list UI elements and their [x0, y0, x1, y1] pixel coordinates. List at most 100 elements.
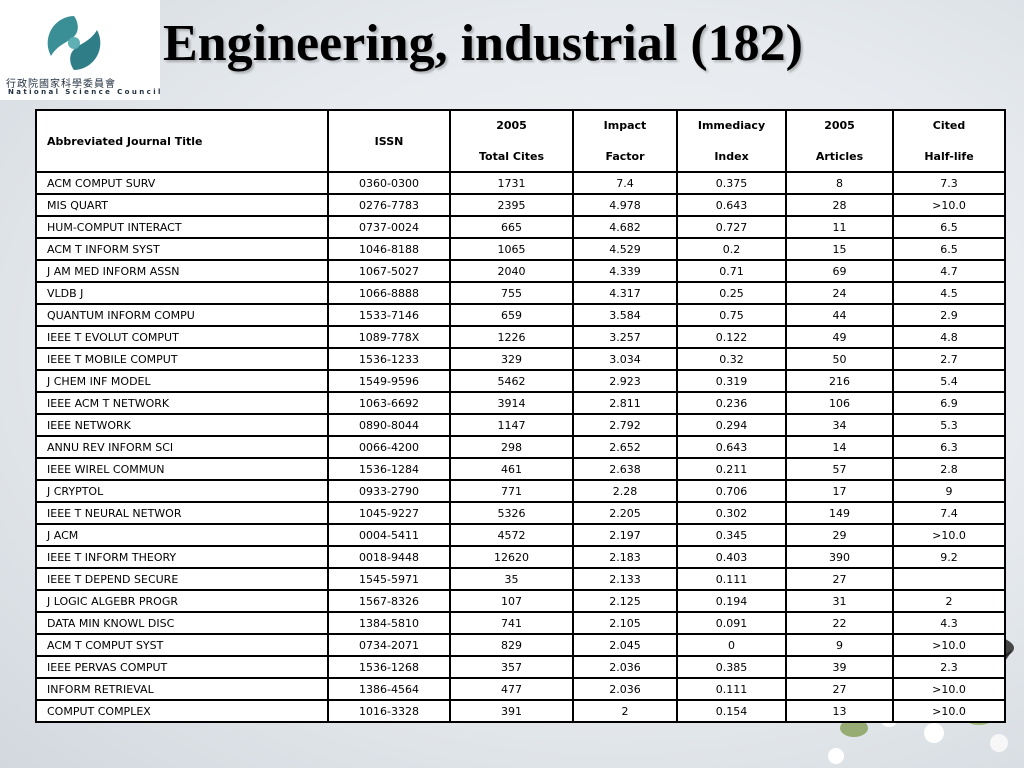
table-row: DATA MIN KNOWL DISC 1384-5810 741 2.105 0.09…	[35, 611, 1006, 635]
cited-half-life-cell: 4.7	[892, 259, 1006, 283]
issn-cell: 1533-7146	[327, 303, 451, 327]
articles-cell: 31	[785, 589, 894, 613]
header-cited-half-life: Cited Half-life	[892, 109, 1006, 173]
table-row: IEEE NETWORK 0890-8044 1147 2.792 0.294 34 5.3	[35, 413, 1006, 437]
journal-title-cell: DATA MIN KNOWL DISC	[35, 611, 329, 635]
impact-factor-cell: 2.183	[572, 545, 678, 569]
issn-cell: 1063-6692	[327, 391, 451, 415]
header-impact-factor: Impact Factor	[572, 109, 678, 173]
cited-half-life-cell: 2.7	[892, 347, 1006, 371]
issn-cell: 1536-1284	[327, 457, 451, 481]
issn-cell: 1536-1233	[327, 347, 451, 371]
immediacy-index-cell: 0.706	[676, 479, 787, 503]
issn-cell: 1067-5027	[327, 259, 451, 283]
cited-half-life-cell: 2.3	[892, 655, 1006, 679]
table-body: ACM COMPUT SURV 0360-0300 1731 7.4 0.375 8 7.3…	[35, 171, 1006, 723]
immediacy-index-cell: 0.211	[676, 457, 787, 481]
impact-factor-cell: 2.652	[572, 435, 678, 459]
articles-cell: 11	[785, 215, 894, 239]
slide-title: Engineering, industrial (182)	[163, 15, 803, 72]
header-articles: 2005 Articles	[785, 109, 894, 173]
journal-title-cell: IEEE NETWORK	[35, 413, 329, 437]
articles-cell: 9	[785, 633, 894, 657]
total-cites-cell: 477	[449, 677, 574, 701]
immediacy-index-cell: 0.111	[676, 677, 787, 701]
journal-title-cell: IEEE T DEPEND SECURE	[35, 567, 329, 591]
impact-factor-cell: 2	[572, 699, 678, 723]
header-label-line1: Impact	[603, 119, 647, 132]
immediacy-index-cell: 0.2	[676, 237, 787, 261]
table-row: VLDB J 1066-8888 755 4.317 0.25 24 4.5	[35, 281, 1006, 305]
articles-cell: 13	[785, 699, 894, 723]
header-label-line2: Index	[714, 150, 749, 163]
articles-cell: 69	[785, 259, 894, 283]
cited-half-life-cell: 2.8	[892, 457, 1006, 481]
table-row: ACM T COMPUT SYST 0734-2071 829 2.045 0 9 >10.…	[35, 633, 1006, 657]
table-row: IEEE T DEPEND SECURE 1545-5971 35 2.133 0.11…	[35, 567, 1006, 591]
header-label: Abbreviated Journal Title	[47, 134, 203, 148]
total-cites-cell: 741	[449, 611, 574, 635]
articles-cell: 8	[785, 171, 894, 195]
cited-half-life-cell: 4.8	[892, 325, 1006, 349]
cited-half-life-cell: >10.0	[892, 633, 1006, 657]
issn-cell: 0066-4200	[327, 435, 451, 459]
total-cites-cell: 2040	[449, 259, 574, 283]
impact-factor-cell: 2.036	[572, 677, 678, 701]
logo-chinese-text: 行政院國家科學委員會	[6, 79, 116, 90]
impact-factor-cell: 2.811	[572, 391, 678, 415]
table-row: IEEE T NEURAL NETWOR 1045-9227 5326 2.205 0.…	[35, 501, 1006, 525]
total-cites-cell: 1065	[449, 237, 574, 261]
council-emblem-icon	[45, 14, 103, 72]
header-label-line1: 2005	[824, 119, 855, 132]
impact-factor-cell: 2.197	[572, 523, 678, 547]
total-cites-cell: 1226	[449, 325, 574, 349]
table-row: IEEE T MOBILE COMPUT 1536-1233 329 3.034 0.3…	[35, 347, 1006, 371]
journal-title-cell: MIS QUART	[35, 193, 329, 217]
immediacy-index-cell: 0.154	[676, 699, 787, 723]
issn-cell: 1549-9596	[327, 369, 451, 393]
table-row: J AM MED INFORM ASSN 1067-5027 2040 4.339 0.…	[35, 259, 1006, 283]
journal-title-cell: J ACM	[35, 523, 329, 547]
impact-factor-cell: 3.034	[572, 347, 678, 371]
articles-cell: 149	[785, 501, 894, 525]
impact-factor-cell: 2.133	[572, 567, 678, 591]
articles-cell: 15	[785, 237, 894, 261]
table-row: COMPUT COMPLEX 1016-3328 391 2 0.154 13 >10.0	[35, 699, 1006, 723]
journal-title-cell: J LOGIC ALGEBR PROGR	[35, 589, 329, 613]
issn-cell: 0734-2071	[327, 633, 451, 657]
issn-cell: 0737-0024	[327, 215, 451, 239]
cited-half-life-cell	[892, 567, 1006, 591]
immediacy-index-cell: 0.111	[676, 567, 787, 591]
header-label-line1: 2005	[496, 119, 527, 132]
immediacy-index-cell: 0.643	[676, 435, 787, 459]
impact-factor-cell: 2.036	[572, 655, 678, 679]
header-journal-title: Abbreviated Journal Title	[35, 109, 329, 173]
articles-cell: 216	[785, 369, 894, 393]
impact-factor-cell: 2.792	[572, 413, 678, 437]
impact-factor-cell: 2.638	[572, 457, 678, 481]
articles-cell: 24	[785, 281, 894, 305]
journal-title-cell: J CHEM INF MODEL	[35, 369, 329, 393]
total-cites-cell: 391	[449, 699, 574, 723]
table-row: J CHEM INF MODEL 1549-9596 5462 2.923 0.319 2…	[35, 369, 1006, 393]
journal-title-cell: VLDB J	[35, 281, 329, 305]
issn-cell: 1016-3328	[327, 699, 451, 723]
total-cites-cell: 771	[449, 479, 574, 503]
cited-half-life-cell: 5.4	[892, 369, 1006, 393]
table-row: IEEE PERVAS COMPUT 1536-1268 357 2.036 0.385…	[35, 655, 1006, 679]
journal-table: Abbreviated Journal Title ISSN 2005 Tota…	[35, 109, 1006, 723]
issn-cell: 1567-8326	[327, 589, 451, 613]
cited-half-life-cell: 9	[892, 479, 1006, 503]
journal-title-cell: J CRYPTOL	[35, 479, 329, 503]
total-cites-cell: 659	[449, 303, 574, 327]
immediacy-index-cell: 0.122	[676, 325, 787, 349]
immediacy-index-cell: 0	[676, 633, 787, 657]
articles-cell: 39	[785, 655, 894, 679]
cited-half-life-cell: >10.0	[892, 677, 1006, 701]
immediacy-index-cell: 0.091	[676, 611, 787, 635]
table-row: MIS QUART 0276-7783 2395 4.978 0.643 28 >10.0	[35, 193, 1006, 217]
journal-title-cell: IEEE T NEURAL NETWOR	[35, 501, 329, 525]
header-label-line1: Immediacy	[697, 119, 766, 132]
total-cites-cell: 35	[449, 567, 574, 591]
total-cites-cell: 2395	[449, 193, 574, 217]
